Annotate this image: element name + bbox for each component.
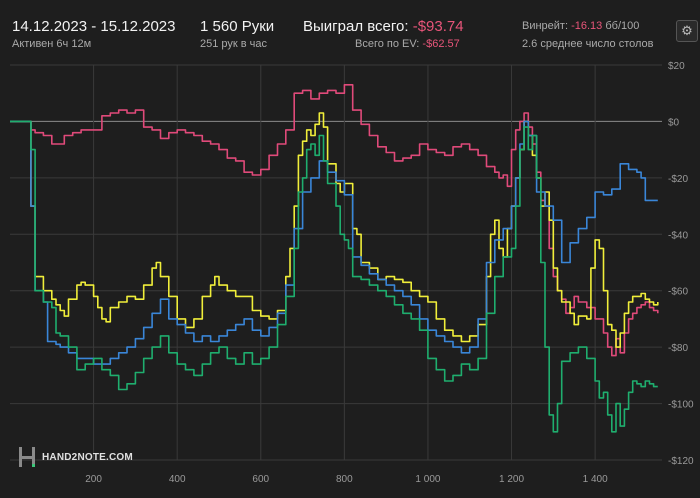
y-axis: $20 $0 -$20 -$40 -$60 -$80 -$100 -$120 [668,61,694,467]
avg-tables: 2.6 среднее число столов [522,38,654,50]
x-tick-label: 1 200 [499,474,524,485]
x-tick-label: 400 [169,474,186,485]
won-total: Выиграл всего: -$93.74 [303,18,464,35]
hands-per-hour: 251 рук в час [200,38,268,50]
series-line-3 [10,120,658,365]
winrate-label: Винрейт: [522,20,569,32]
active-time: Активен 6ч 12м [12,38,92,50]
y-tick-label: -$40 [668,230,688,241]
brand-name: HAND2NOTE.COM [42,451,133,463]
y-tick-label: -$60 [668,287,688,298]
y-tick-label: -$100 [668,400,694,411]
x-axis: 200 400 600 800 1 000 1 200 1 400 [85,474,608,485]
series-line-2 [10,112,659,348]
won-label: Выиграл всего: [303,18,409,35]
hands-count: 1 560 Руки [200,18,275,35]
series-line-4 [10,120,658,433]
x-tick-label: 1 400 [583,474,608,485]
brand: HAND2NOTE.COM [18,446,133,468]
series-line-1 [10,84,659,357]
x-tick-label: 1 000 [415,474,440,485]
series-layer [10,84,659,433]
y-tick-label: -$80 [668,343,688,354]
ev-label: Всего по EV: [355,38,420,50]
gear-icon[interactable]: ⚙ [676,20,698,42]
ev-value: -$62.57 [422,38,460,50]
won-value: -$93.74 [412,18,464,35]
y-tick-label: $20 [668,61,685,72]
winrate: Винрейт: -16.13 бб/100 [522,20,639,32]
y-tick-label: -$20 [668,174,688,185]
x-tick-label: 800 [336,474,353,485]
y-tick-label: $0 [668,117,680,128]
winrate-value: -16.13 [571,20,603,32]
winrate-unit: бб/100 [605,20,640,32]
h2n-logo-icon [19,447,35,467]
x-tick-label: 600 [252,474,269,485]
x-tick-label: 200 [85,474,102,485]
ev-total: Всего по EV: -$62.57 [355,38,460,50]
date-range: 14.12.2023 - 15.12.2023 [12,18,176,35]
y-tick-label: -$120 [668,456,694,467]
